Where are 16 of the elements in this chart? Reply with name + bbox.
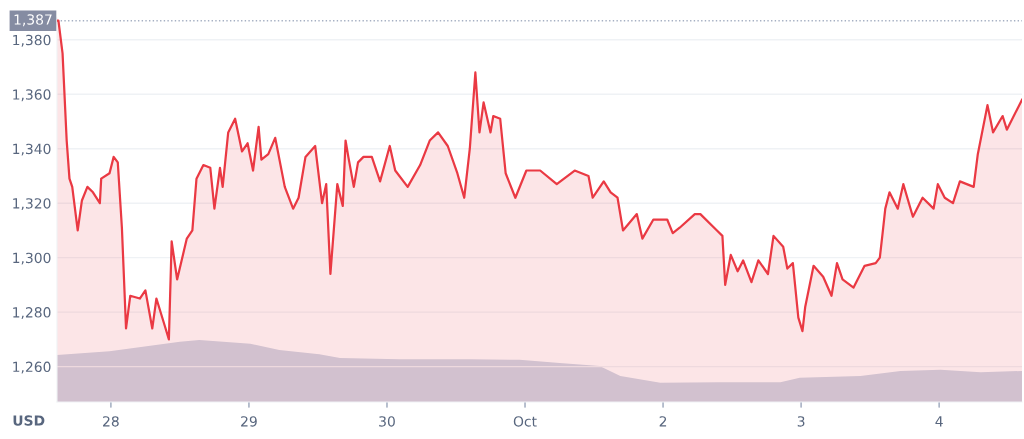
y-tick-label: 1,320 <box>13 198 51 211</box>
y-tick-label: 1,380 <box>13 34 51 47</box>
y-tick-label: 1,340 <box>13 143 51 156</box>
x-tick-label: 4 <box>935 416 943 427</box>
x-tick-label: 3 <box>797 416 805 427</box>
y-tick-label: 1,260 <box>13 361 51 374</box>
x-tick-label: 29 <box>241 416 257 427</box>
text: USD <box>13 415 45 426</box>
x-tick-label: 2 <box>659 416 667 427</box>
y-tick-label: 1,360 <box>13 89 51 102</box>
ref-line-label: 1,387 <box>14 14 52 27</box>
x-tick-label: Oct <box>513 416 537 427</box>
x-tick-label: 30 <box>379 416 395 427</box>
x-tick-label: 28 <box>103 416 119 427</box>
y-tick-label: 1,300 <box>13 252 51 265</box>
y-tick-label: 1,280 <box>13 307 51 320</box>
